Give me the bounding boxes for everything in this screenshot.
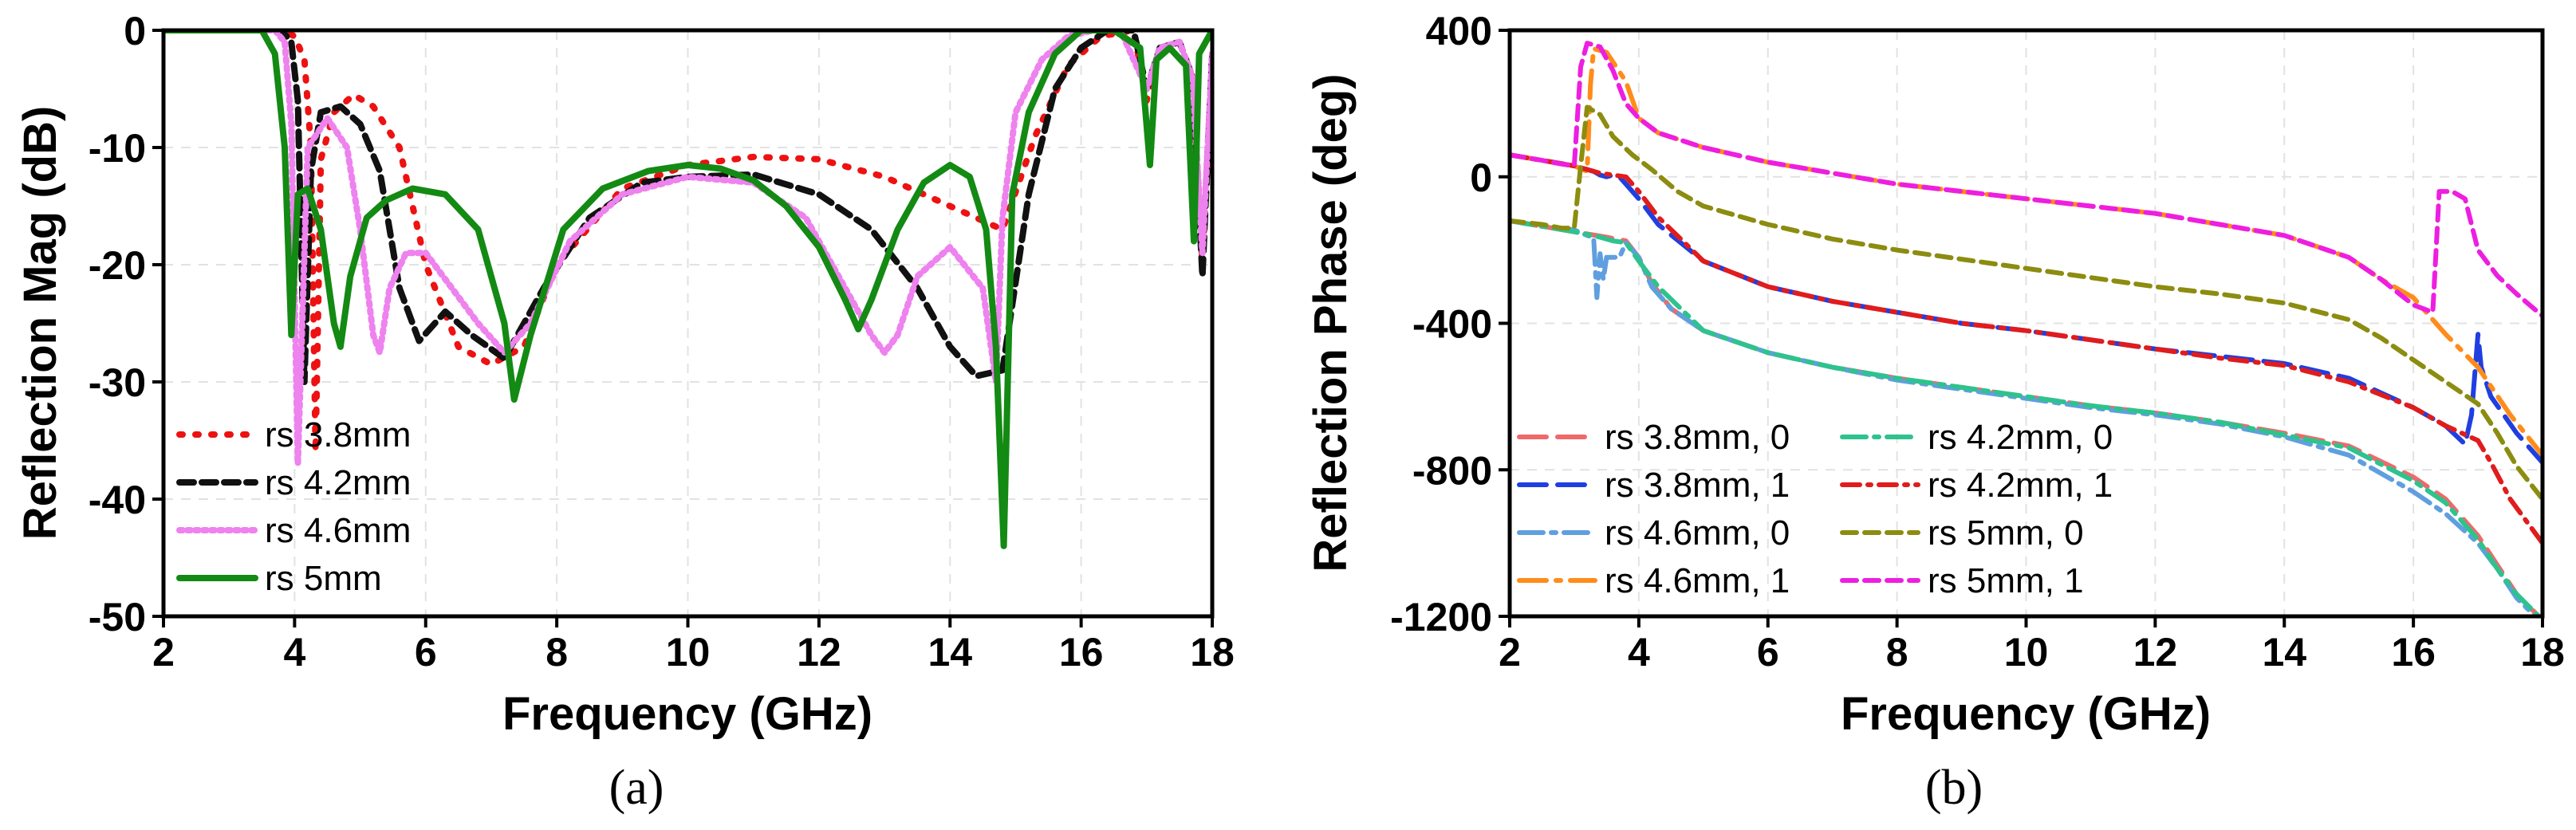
legend-item: rs 3.8mm [176,415,411,454]
y-tick-label: -1200 [1390,595,1492,639]
legend-item: rs 3.8mm, 0 [1517,418,1790,457]
series-line [1510,46,2543,458]
legend-label: rs 4.2mm, 0 [1928,418,2113,457]
series-line [163,30,1212,549]
series-line [1510,104,2543,502]
y-tick-label: 0 [124,9,146,53]
legend-label: rs 3.8mm, 0 [1605,418,1790,457]
y-tick-label: -800 [1412,448,1492,493]
x-tick-label: 2 [1499,630,1521,675]
ticks [152,29,1214,627]
x-tick-label: 10 [2004,630,2049,675]
caption: (b) [1925,761,1983,815]
ticks [1499,29,2544,627]
x-axis-title: Frequency (GHz) [502,688,872,740]
x-tick-label: 12 [797,630,841,675]
x-tick-label: 8 [546,630,568,675]
series-line [1510,41,2543,319]
x-tick-label: 16 [1059,630,1104,675]
x-tick-label: 6 [1757,630,1779,675]
y-tick-label: -400 [1412,302,1492,347]
legend-item: rs 5mm [176,559,382,598]
x-tick-label: 4 [283,630,305,675]
legend-item: rs 4.6mm [176,511,411,550]
x-tick-label: 14 [928,630,972,675]
y-tick-label: 0 [1470,155,1492,200]
legend-item: rs 4.6mm, 1 [1517,561,1790,600]
legend-label: rs 4.2mm, 1 [1928,466,2113,505]
x-tick-label: 12 [2133,630,2178,675]
x-tick-label: 16 [2391,630,2436,675]
x-tick-label: 18 [1190,630,1235,675]
y-tick-label: 400 [1426,9,1492,53]
x-tick-label: 4 [1628,630,1650,675]
legend-label: rs 3.8mm [265,415,411,454]
y-tick-label: -10 [89,126,146,171]
y-tick-label: -20 [89,243,146,288]
chart-panel-b: 2 4 6 8 10 12 14 16 18 400 0 -400 -800 -1200 Frequen… [1305,9,2565,815]
legend-label: rs 5mm, 1 [1928,561,2084,600]
y-tick-labels: 0 -10 -20 -30 -40 -50 [89,9,146,639]
x-tick-labels: 2 4 6 8 10 12 14 16 18 [152,630,1235,675]
y-tick-label: -40 [89,478,146,522]
series-lines [1510,41,2543,616]
x-tick-label: 14 [2262,630,2306,675]
legend-item: rs 5mm, 1 [1840,561,2084,600]
x-tick-labels: 2 4 6 8 10 12 14 16 18 [1499,630,2565,675]
legend-item: rs 4.2mm, 1 [1840,466,2113,505]
x-tick-label: 2 [152,630,175,675]
x-tick-label: 10 [666,630,711,675]
y-tick-label: -30 [89,360,146,405]
y-axis-title: Reflection Mag (dB) [14,106,66,541]
x-axis-title: Frequency (GHz) [1841,688,2211,740]
caption: (a) [609,761,664,815]
series-lines [163,30,1212,549]
series-line [1510,218,2543,616]
legend-label: rs 3.8mm, 1 [1605,466,1790,505]
chart-panel-a: 2 4 6 8 10 12 14 16 18 0 -10 -20 -30 -40 -50 Frequenc… [14,9,1235,815]
legend-label: rs 5mm, 0 [1928,513,2084,553]
legend: rs 3.8mm rs 4.2mm rs 4.6mm rs 5mm [176,415,411,598]
legend-item: rs 4.2mm [176,463,411,502]
legend-label: rs 4.6mm [265,511,411,550]
x-tick-label: 6 [415,630,437,675]
y-axis-title: Reflection Phase (deg) [1305,73,1357,572]
y-tick-label: -50 [89,595,146,639]
legend-item: rs 4.2mm, 0 [1840,418,2113,457]
x-tick-label: 8 [1886,630,1908,675]
legend: rs 3.8mm, 0 rs 3.8mm, 1 rs 4.6mm, 0 rs 4.6m… [1517,418,2113,600]
legend-label: rs 4.2mm [265,463,411,502]
y-tick-labels: 400 0 -400 -800 -1200 [1390,9,1492,639]
legend-label: rs 4.6mm, 1 [1605,561,1790,600]
legend-item: rs 5mm, 0 [1840,513,2084,553]
x-tick-label: 18 [2520,630,2565,675]
series-line [1510,152,2543,546]
legend-item: rs 4.6mm, 0 [1517,513,1790,553]
legend-item: rs 3.8mm, 1 [1517,466,1790,505]
legend-label: rs 4.6mm, 0 [1605,513,1790,553]
legend-label: rs 5mm [265,559,382,598]
